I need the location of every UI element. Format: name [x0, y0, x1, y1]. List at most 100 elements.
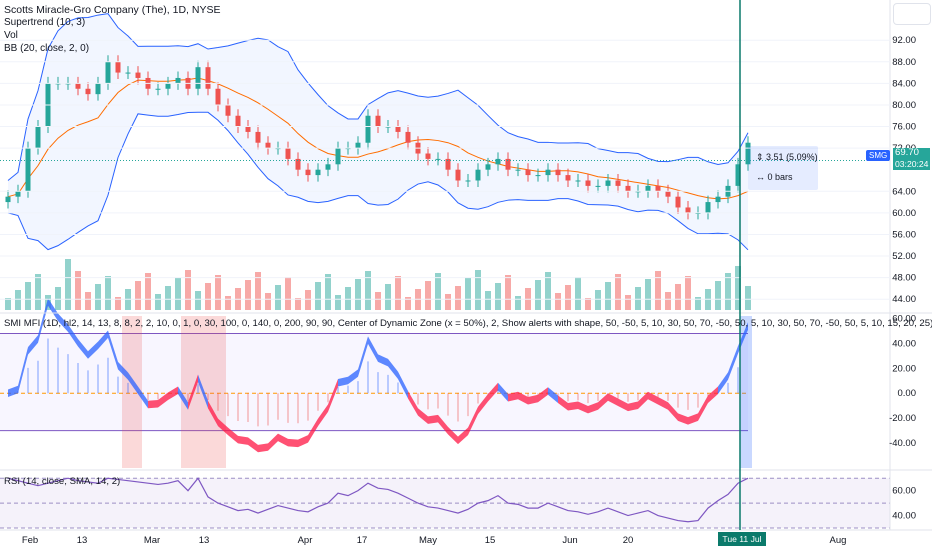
candle-body-33: [335, 148, 341, 165]
candle-body-66: [665, 191, 671, 197]
mfi-ribbon-61: [618, 398, 628, 412]
volume-bar-6: [65, 259, 71, 310]
volume-bar-1: [15, 290, 21, 310]
volume-bar-38: [385, 284, 391, 310]
volume-bar-48: [485, 291, 491, 310]
volume-bar-17: [175, 278, 181, 310]
volume-bar-58: [585, 298, 591, 310]
candle-body-30: [305, 169, 311, 176]
candle-body-1: [15, 191, 21, 197]
measure-tool[interactable]: ⇕ 3.51 (5.09%) ↔ 0 bars: [748, 146, 818, 190]
mfi-tick-label-0: 60.00: [892, 313, 916, 324]
mfi-ribbon-72: [728, 346, 738, 380]
supertrend-legend[interactable]: Supertrend (10, 3): [4, 17, 86, 28]
mfi-pane: [0, 298, 752, 468]
mfi-ribbon-3: [38, 298, 48, 343]
volume-bar-20: [205, 283, 211, 310]
mfi-ribbon-1: [18, 347, 28, 394]
volume-bar-28: [285, 277, 291, 310]
mfi-legend[interactable]: SMI MFI (1D, hl2, 14, 13, 8, 8, 2, 2, 10…: [4, 318, 932, 329]
candle-body-45: [455, 169, 461, 181]
volume-bar-10: [105, 276, 111, 310]
mfi-ribbon-62: [628, 401, 638, 412]
mfi-ribbon-0: [8, 385, 18, 397]
mfi-tick-label-3: 0.00: [898, 388, 917, 399]
price-pane: [5, 13, 751, 310]
candle-body-25: [255, 131, 261, 143]
measure-bars: 0 bars: [767, 172, 793, 182]
volume-bar-22: [225, 296, 231, 310]
chart-title: Scotts Miracle-Gro Company (The), 1D, NY…: [4, 4, 221, 16]
mfi-ribbon-6: [68, 324, 78, 347]
mfi-ribbon-53: [538, 387, 548, 403]
price-tick-label-2: 84.00: [892, 78, 916, 89]
x-tick-label-7: 15: [485, 535, 496, 546]
bollinger-lower: [7, 111, 749, 251]
candle-body-20: [205, 67, 211, 89]
candle-body-54: [545, 169, 551, 176]
candle-body-39: [395, 126, 401, 132]
volume-bar-69: [695, 297, 701, 310]
volume-bar-27: [275, 285, 281, 310]
volume-bar-43: [435, 273, 441, 310]
candle-body-37: [375, 115, 381, 127]
mfi-ribbon-50: [508, 391, 518, 402]
volume-bar-34: [345, 287, 351, 310]
mfi-ribbon-29: [298, 435, 308, 448]
candle-body-19: [195, 67, 201, 89]
mfi-ribbon-52: [528, 394, 538, 405]
mfi-ribbon-48: [488, 382, 498, 402]
mfi-ribbon-68: [688, 413, 698, 425]
mfi-ribbon-41: [418, 408, 428, 424]
volume-bar-47: [475, 270, 481, 310]
volume-bar-55: [555, 293, 561, 310]
mfi-ribbon-22: [228, 427, 238, 444]
mfi-ribbon-2: [28, 335, 38, 355]
volume-bar-60: [605, 282, 611, 310]
candle-body-26: [265, 142, 271, 149]
candle-body-7: [75, 83, 81, 89]
candle-body-35: [355, 142, 361, 149]
mfi-ribbon-47: [478, 393, 488, 415]
candle-body-60: [605, 180, 611, 186]
mfi-ribbon-57: [578, 401, 588, 414]
mfi-ribbon-71: [718, 372, 728, 394]
mfi-ribbon-70: [708, 386, 718, 403]
volume-bar-32: [325, 274, 331, 310]
mfi-ribbon-11: [118, 361, 128, 380]
price-tick-label-3: 80.00: [892, 100, 916, 111]
volume-bar-9: [95, 284, 101, 310]
mfi-ribbon-38: [388, 358, 398, 380]
mfi-ribbon-7: [78, 339, 88, 359]
mfi-ribbon-9: [98, 330, 108, 350]
volume-legend[interactable]: Vol: [4, 30, 18, 41]
candle-body-12: [125, 72, 131, 74]
mfi-ribbon-12: [128, 372, 138, 394]
candle-body-16: [165, 83, 171, 89]
mfi-tick-label-4: -20.00: [889, 413, 916, 424]
toolbar-placeholder[interactable]: [893, 3, 931, 25]
mfi-ribbon-32: [328, 379, 338, 412]
mfi-ribbon-58: [588, 402, 598, 414]
rsi-line: [7, 477, 749, 523]
volume-bar-13: [135, 281, 141, 310]
mfi-ribbon-5: [58, 313, 68, 332]
rsi-legend[interactable]: RSI (14, close, SMA, 14, 2): [4, 476, 121, 487]
candle-body-8: [85, 88, 91, 95]
candle-body-46: [465, 180, 471, 182]
candle-body-65: [655, 185, 661, 192]
candle-body-24: [245, 126, 251, 132]
volume-bar-36: [365, 271, 371, 310]
volume-bar-49: [495, 283, 501, 310]
bollinger-legend[interactable]: BB (20, close, 2, 0): [4, 43, 90, 54]
volume-bar-30: [305, 290, 311, 310]
volume-bar-66: [665, 292, 671, 310]
mfi-tick-label-2: 20.00: [892, 363, 916, 374]
x-tick-label-4: Apr: [298, 535, 313, 546]
mfi-ribbon-36: [368, 336, 378, 362]
candle-body-17: [175, 77, 181, 84]
mfi-ribbon-10: [108, 330, 118, 370]
mfi-tick-label-1: 40.00: [892, 338, 916, 349]
candle-body-3: [35, 126, 41, 149]
